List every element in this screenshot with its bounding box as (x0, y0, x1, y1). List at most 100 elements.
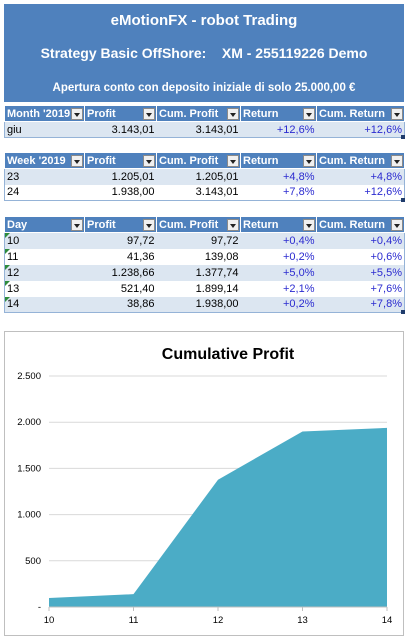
table-row: 24 1.938,00 3.143,01 +7,8% +12,6% (4, 184, 405, 201)
table-cell[interactable]: 24 (4, 184, 85, 201)
table-cell[interactable]: 521,40 (84, 280, 157, 297)
column-header-label: Profit (87, 154, 116, 167)
column-header: Profit (84, 216, 157, 233)
table-cell[interactable]: 1.938,00 (156, 296, 241, 313)
table-cell[interactable]: +12,6% (316, 184, 405, 201)
table-cell[interactable]: 97,72 (84, 232, 157, 249)
table-row: 14 38,86 1.938,00 +0,2% +7,8% (4, 296, 405, 313)
table-row: 11 41,36 139,08 +0,2% +0,6% (4, 248, 405, 265)
filter-dropdown-icon[interactable] (391, 219, 403, 231)
column-header-label: Cum. Profit (159, 218, 219, 231)
table-resize-handle[interactable] (401, 198, 405, 202)
filter-dropdown-icon[interactable] (303, 155, 315, 167)
column-header: Cum. Profit (156, 216, 241, 233)
filter-dropdown-icon[interactable] (391, 108, 403, 120)
filter-dropdown-icon[interactable] (71, 155, 83, 167)
table-cell[interactable]: 1.238,66 (84, 264, 157, 281)
column-header-label: Day (7, 218, 28, 231)
filter-dropdown-icon[interactable] (391, 155, 403, 167)
chart-title: Cumulative Profit (162, 346, 295, 363)
table-cell[interactable]: +0,2% (240, 248, 317, 265)
table-cell[interactable]: 3.143,01 (156, 184, 241, 201)
table-cell[interactable]: 38,86 (84, 296, 157, 313)
column-header: Cum. Return (316, 152, 405, 169)
table-cell[interactable]: +7,8% (240, 184, 317, 201)
filter-dropdown-icon[interactable] (227, 155, 239, 167)
column-header: Week '2019 (4, 152, 85, 169)
table-header-row: Day Profit Cum. Profit Return Cum. Return (4, 216, 405, 233)
y-tick-label: 2.000 (17, 417, 41, 428)
column-header-label: Profit (87, 218, 116, 231)
column-header-label: Return (243, 218, 279, 231)
table-cell[interactable]: 3.143,01 (84, 121, 157, 138)
table-cell[interactable]: +5,0% (240, 264, 317, 281)
y-tick-label: 500 (25, 556, 41, 567)
filter-dropdown-icon[interactable] (143, 155, 155, 167)
x-tick-label: 11 (129, 615, 139, 626)
table-cell[interactable]: +12,6% (316, 121, 405, 138)
filter-dropdown-icon[interactable] (71, 108, 83, 120)
column-header-label: Profit (87, 107, 116, 120)
table-cell[interactable]: +0,4% (316, 232, 405, 249)
table-cell[interactable]: 139,08 (156, 248, 241, 265)
filter-dropdown-icon[interactable] (71, 219, 83, 231)
table-cell[interactable]: +7,8% (316, 296, 405, 313)
table-cell[interactable]: 1.377,74 (156, 264, 241, 281)
filter-dropdown-icon[interactable] (227, 108, 239, 120)
table-cell[interactable]: 3.143,01 (156, 121, 241, 138)
table-cell[interactable]: 1.205,01 (156, 168, 241, 185)
table-cell[interactable]: 1.938,00 (84, 184, 157, 201)
table-cell[interactable]: +2,1% (240, 280, 317, 297)
table-cell[interactable]: +0,4% (240, 232, 317, 249)
column-header: Return (240, 105, 317, 122)
table-cell[interactable]: 41,36 (84, 248, 157, 265)
table-resize-handle[interactable] (401, 135, 405, 139)
table-resize-handle[interactable] (401, 310, 405, 314)
table-cell[interactable]: 1.899,14 (156, 280, 241, 297)
filter-dropdown-icon[interactable] (303, 219, 315, 231)
table-cell[interactable]: +5,5% (316, 264, 405, 281)
table-cell[interactable]: +4,8% (240, 168, 317, 185)
column-header: Return (240, 152, 317, 169)
column-header-label: Cum. Profit (159, 107, 219, 120)
table-cell[interactable]: 11 (4, 248, 85, 265)
filter-dropdown-icon[interactable] (227, 219, 239, 231)
column-header: Profit (84, 105, 157, 122)
table-cell[interactable]: 12 (4, 264, 85, 281)
table-cell[interactable]: +0,6% (316, 248, 405, 265)
column-header-label: Week '2019 (7, 154, 66, 167)
chart-canvas: Cumulative Profit - 500 1.000 1.500 2.000 2.50… (17, 346, 392, 626)
filter-dropdown-icon[interactable] (143, 108, 155, 120)
table-row: 10 97,72 97,72 +0,4% +0,4% (4, 232, 405, 249)
column-header-label: Cum. Return (319, 218, 385, 231)
table-cell[interactable]: 97,72 (156, 232, 241, 249)
x-tick-label: 12 (213, 615, 224, 626)
table-cell[interactable]: giu (4, 121, 85, 138)
header-strategy: Strategy Basic OffShore: XM - 255119226 … (40, 45, 368, 61)
column-header: Day (4, 216, 85, 233)
table-cell[interactable]: 1.205,01 (84, 168, 157, 185)
column-header: Profit (84, 152, 157, 169)
table-cell[interactable]: 14 (4, 296, 85, 313)
table-cell[interactable]: +12,6% (240, 121, 317, 138)
table-cell[interactable]: 10 (4, 232, 85, 249)
table-cell[interactable]: +7,6% (316, 280, 405, 297)
header-subtitle: Apertura conto con deposito iniziale di … (52, 82, 356, 94)
table-cell[interactable]: +4,8% (316, 168, 405, 185)
column-header: Return (240, 216, 317, 233)
column-header: Cum. Return (316, 216, 405, 233)
y-tick-label: 2.500 (17, 371, 41, 382)
y-tick-label: - (38, 602, 41, 613)
week-table: Week '2019 Profit Cum. Profit Return Cum. Re… (4, 152, 405, 201)
table-cell[interactable]: 13 (4, 280, 85, 297)
report-header: eMotionFX - robot Trading Strategy Basic… (4, 4, 404, 102)
x-tick-label: 10 (44, 615, 55, 626)
table-row: 12 1.238,66 1.377,74 +5,0% +5,5% (4, 264, 405, 281)
column-header-label: Month '2019 (7, 107, 71, 120)
filter-dropdown-icon[interactable] (303, 108, 315, 120)
table-cell[interactable]: +0,2% (240, 296, 317, 313)
column-header: Cum. Profit (156, 152, 241, 169)
table-cell[interactable]: 23 (4, 168, 85, 185)
filter-dropdown-icon[interactable] (143, 219, 155, 231)
column-header: Cum. Return (316, 105, 405, 122)
